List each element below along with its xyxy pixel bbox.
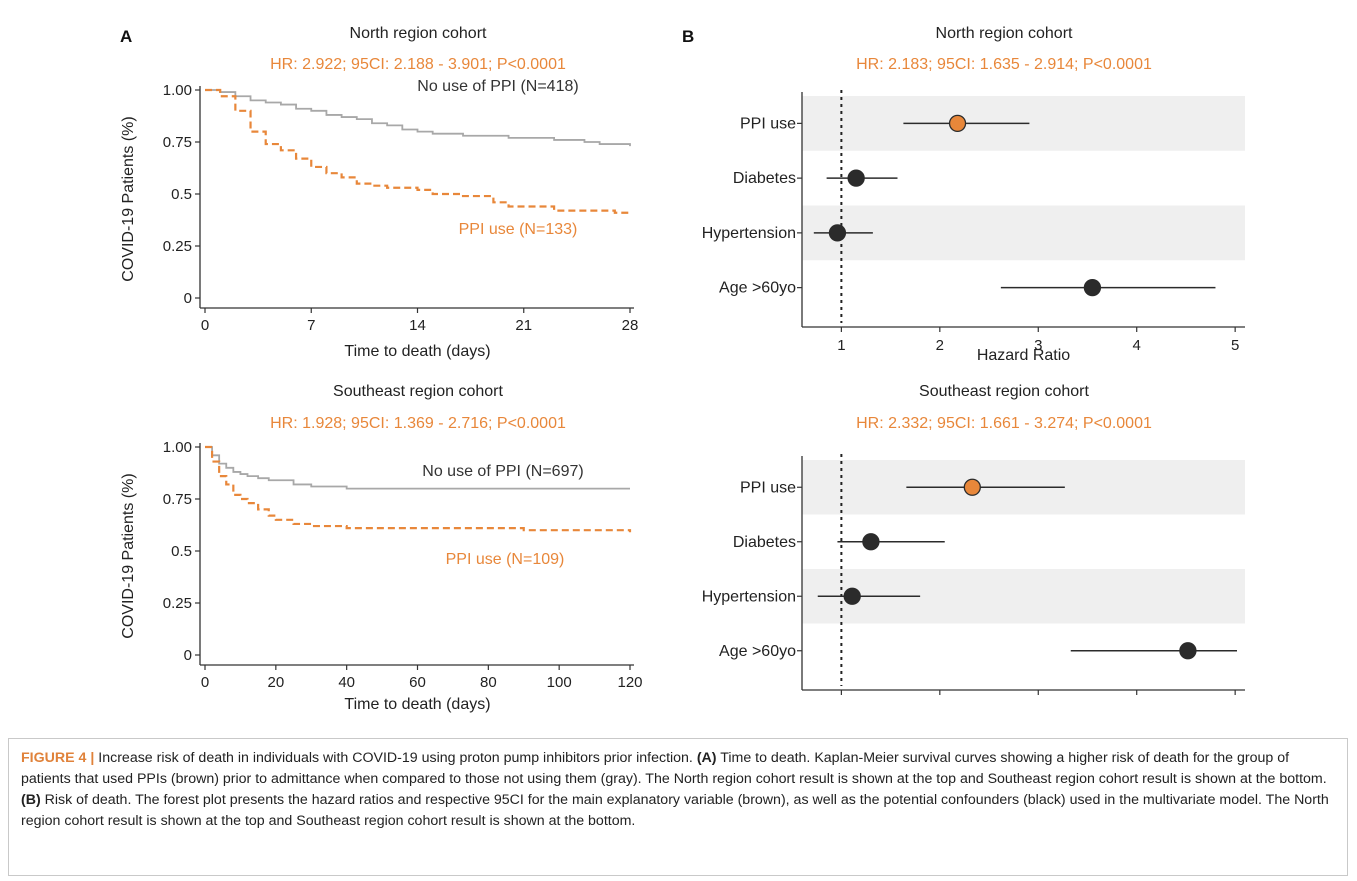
caption-label: FIGURE 4 | <box>21 750 95 766</box>
variable-label: Diabetes <box>733 534 796 551</box>
series-label: PPI use (N=133) <box>459 221 578 238</box>
chart-title: Southeast region cohort <box>919 383 1089 400</box>
caption-a-tag: (A) <box>696 750 717 766</box>
variable-label: Diabetes <box>733 170 796 187</box>
caption-a-text: Time to death. Kaplan-Meier survival cur… <box>21 750 1327 787</box>
km-curve-ppi-use <box>205 445 632 533</box>
hr-point <box>948 114 967 133</box>
y-axis-label: COVID-19 Patients (%) <box>120 116 137 281</box>
x-tick-label: 100 <box>547 674 572 691</box>
x-axis-label: Time to death (days) <box>344 696 490 713</box>
variable-label: Hypertension <box>702 588 796 605</box>
y-tick-label: 0 <box>184 290 192 307</box>
hr-point <box>828 224 847 242</box>
y-tick-label: 1.00 <box>163 439 192 456</box>
y-tick-label: 0.5 <box>171 186 192 203</box>
figure-4: A B North region cohort HR: 2.922; 95CI: … <box>120 25 1245 713</box>
km-curve-no-ppi <box>205 446 630 490</box>
chart-subtitle: HR: 2.183; 95CI: 1.635 - 2.914; P<0.0001 <box>856 56 1152 73</box>
chart-title: North region cohort <box>350 25 488 42</box>
y-tick-label: 0.25 <box>163 595 192 612</box>
x-tick-label: 40 <box>338 674 355 691</box>
variable-label: Age >60yo <box>719 280 796 297</box>
x-axis-label: Time to death (days) <box>344 343 490 360</box>
hr-point <box>843 587 861 605</box>
chart-title: North region cohort <box>936 25 1074 42</box>
forest-southeast-chart: Southeast region cohort HR: 2.332; 95CI: … <box>702 383 1245 695</box>
forest-north-chart: North region cohort HR: 2.183; 95CI: 1.63… <box>702 25 1245 364</box>
series-label: No use of PPI (N=697) <box>422 463 583 480</box>
panel-letter-a: A <box>120 27 132 46</box>
x-tick-label: 21 <box>515 317 532 334</box>
km-curve-ppi-use <box>205 88 630 214</box>
x-tick-label: 28 <box>622 317 639 334</box>
chart-subtitle: HR: 1.928; 95CI: 1.369 - 2.716; P<0.0001 <box>270 415 566 432</box>
km-north-chart: North region cohort HR: 2.922; 95CI: 2.18… <box>120 25 638 360</box>
variable-label: PPI use <box>740 115 796 132</box>
chart-subtitle: HR: 2.922; 95CI: 2.188 - 3.901; P<0.0001 <box>270 56 566 73</box>
hr-point <box>847 169 865 187</box>
x-tick-label: 14 <box>409 317 426 334</box>
km-southeast-chart: Southeast region cohort HR: 1.928; 95CI: … <box>120 383 643 713</box>
y-tick-label: 0.75 <box>163 491 192 508</box>
hr-point <box>1179 642 1197 660</box>
caption-intro: Increase risk of death in individuals wi… <box>94 750 697 766</box>
caption-b-text: Risk of death. The forest plot presents … <box>21 792 1329 829</box>
chart-subtitle: HR: 2.332; 95CI: 1.661 - 3.274; P<0.0001 <box>856 415 1152 432</box>
x-tick-label: 0 <box>201 674 209 691</box>
y-tick-label: 0.5 <box>171 543 192 560</box>
y-tick-label: 0 <box>184 647 192 664</box>
hr-point <box>963 478 981 496</box>
variable-label: PPI use <box>740 479 796 496</box>
chart-title: Southeast region cohort <box>333 383 503 400</box>
y-tick-label: 1.00 <box>163 82 192 99</box>
y-tick-label: 0.75 <box>163 134 192 151</box>
series-label: PPI use (N=109) <box>446 551 565 568</box>
x-tick-label: 20 <box>267 674 284 691</box>
variable-label: Age >60yo <box>719 643 796 660</box>
hr-point <box>1083 278 1102 297</box>
figure-caption: FIGURE 4 | Increase risk of death in ind… <box>8 738 1348 876</box>
x-tick-label: 0 <box>201 317 209 334</box>
x-tick-label: 60 <box>409 674 426 691</box>
y-tick-label: 0.25 <box>163 238 192 255</box>
y-axis-label: COVID-19 Patients (%) <box>120 473 137 638</box>
x-tick-label: 1 <box>837 337 845 354</box>
x-tick-label: 5 <box>1231 337 1239 354</box>
x-tick-label: 3 <box>1034 337 1042 354</box>
x-tick-label: 4 <box>1133 337 1141 354</box>
hr-point <box>862 533 880 551</box>
variable-label: Hypertension <box>702 225 796 242</box>
series-label: No use of PPI (N=418) <box>417 78 578 95</box>
x-tick-label: 2 <box>936 337 944 354</box>
x-axis-label: Hazard Ratio <box>977 347 1070 364</box>
panel-letter-b: B <box>682 27 694 46</box>
row-band <box>802 205 1245 261</box>
x-tick-label: 80 <box>480 674 497 691</box>
caption-b-tag: (B) <box>21 792 41 808</box>
x-tick-label: 7 <box>307 317 315 334</box>
x-tick-label: 120 <box>617 674 642 691</box>
km-curve-no-ppi <box>205 89 631 147</box>
